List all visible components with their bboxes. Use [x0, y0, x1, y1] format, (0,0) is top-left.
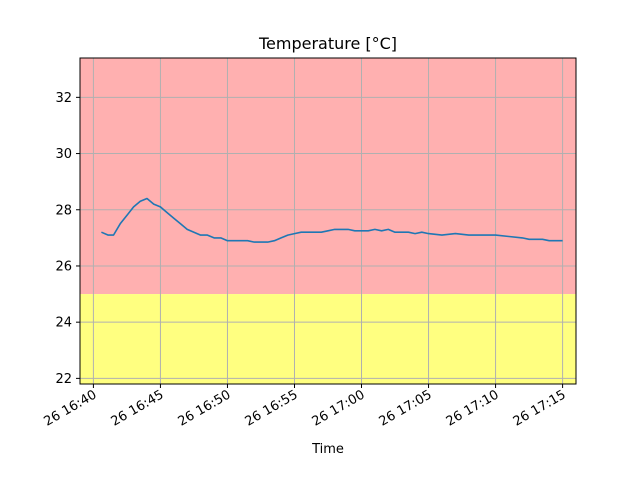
x-tick-label: 26 16:55: [243, 387, 301, 429]
x-tick-label: 26 17:00: [310, 387, 368, 429]
y-tick-label: 30: [55, 147, 72, 162]
y-axis: 22 24 26 28 30 32: [55, 91, 80, 387]
x-tick-label: 26 17:05: [377, 387, 435, 429]
x-tick-label: 26 17:10: [444, 387, 502, 429]
y-tick-label: 22: [55, 372, 72, 387]
x-tick-label: 26 17:15: [511, 387, 569, 429]
temperature-line: [101, 197, 563, 243]
chart-title: Temperature [°C]: [258, 34, 397, 53]
x-tick-label: 26 16:50: [176, 387, 234, 429]
warning-band-high: [80, 58, 576, 295]
threshold-bands: [80, 58, 576, 384]
y-tick-label: 24: [55, 316, 72, 331]
x-tick-label: 26 16:45: [109, 387, 167, 429]
series-group: [101, 197, 563, 243]
x-axis-label: Time: [311, 442, 344, 457]
x-tick-label: 26 16:40: [42, 387, 100, 429]
y-tick-label: 32: [55, 91, 72, 106]
warning-band-low: [80, 294, 576, 384]
plot-frame: [79, 57, 577, 385]
x-axis: 26 16:40 26 16:45 26 16:50 26 16:55 26 17:00…: [42, 384, 569, 430]
y-tick-label: 28: [55, 203, 72, 218]
y-tick-label: 26: [55, 259, 72, 274]
